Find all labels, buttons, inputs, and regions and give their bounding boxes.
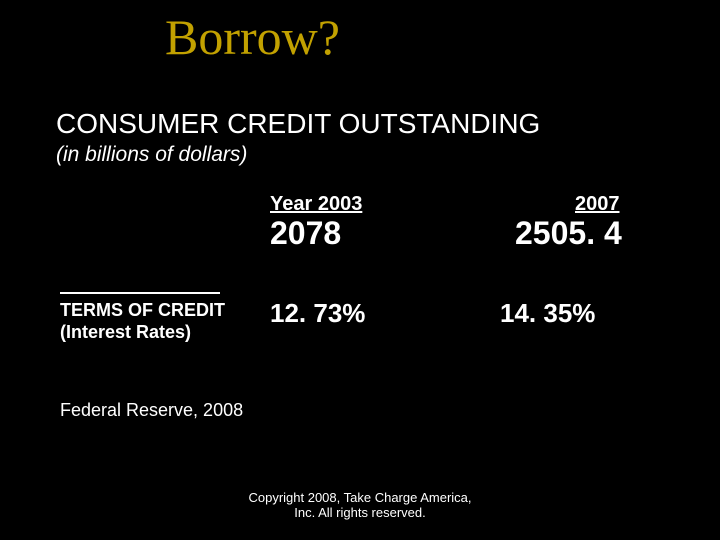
slide-title: Borrow?: [165, 8, 340, 66]
year-right-label: 2007: [575, 193, 620, 216]
subheading-italic: (in billions of dollars): [56, 143, 247, 167]
source-text: Federal Reserve, 2008: [60, 400, 243, 421]
rate-right: 14. 35%: [500, 298, 595, 329]
copyright-line2: Inc. All rights reserved.: [294, 505, 426, 520]
copyright: Copyright 2008, Take Charge America, Inc…: [0, 490, 720, 520]
divider-line: [60, 292, 220, 294]
rate-left: 12. 73%: [270, 298, 365, 329]
year-left-value: 2078: [270, 215, 341, 252]
year-left-label: Year 2003: [270, 193, 362, 216]
copyright-line1: Copyright 2008, Take Charge America,: [248, 490, 471, 505]
subheading: CONSUMER CREDIT OUTSTANDING: [56, 108, 540, 140]
terms-label: TERMS OF CREDIT: [60, 300, 225, 321]
year-right-value: 2505. 4: [515, 215, 622, 252]
terms-sublabel: (Interest Rates): [60, 322, 191, 343]
slide: Borrow? CONSUMER CREDIT OUTSTANDING (in …: [0, 0, 720, 540]
